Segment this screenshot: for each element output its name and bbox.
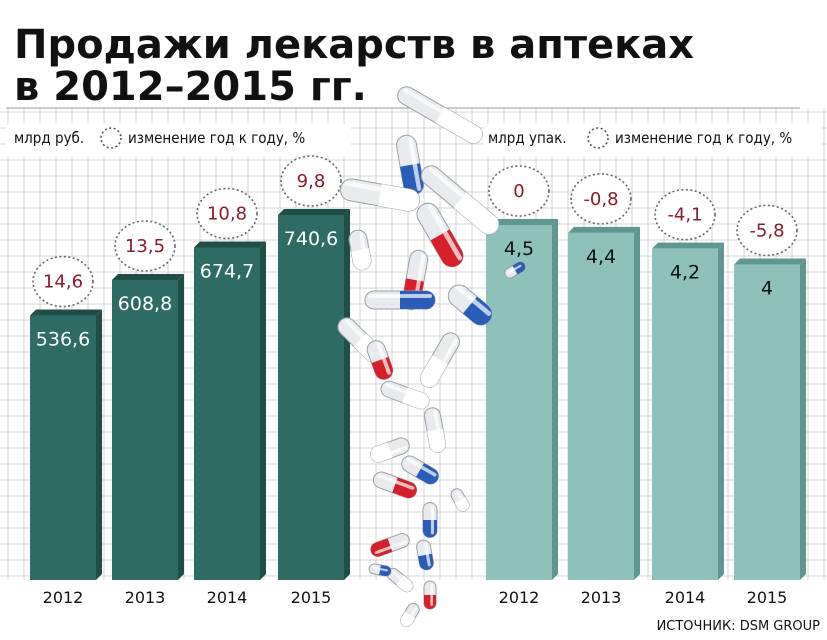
bar-top	[30, 309, 102, 316]
bar-value-label: 674,7	[200, 260, 254, 282]
bar-top	[568, 226, 640, 233]
change-circle	[280, 155, 342, 207]
pill-icon	[380, 380, 430, 410]
pill-icon	[372, 471, 418, 499]
pill-icon	[504, 261, 526, 279]
year-tick-label: 2013	[581, 588, 622, 607]
year-tick-label: 2012	[43, 588, 84, 607]
pill-icon	[420, 332, 460, 388]
bar-top	[734, 258, 806, 265]
bar-top	[112, 273, 184, 280]
change-label: -5,8	[749, 220, 784, 241]
bar-value-label: 4,4	[586, 246, 616, 268]
change-circle	[32, 255, 94, 308]
bar-value-label: 740,6	[284, 228, 338, 250]
year-tick-label: 2014	[207, 588, 248, 607]
bar-side	[552, 219, 558, 580]
pill-icon	[386, 567, 414, 593]
bar	[568, 232, 634, 580]
bar-value-label: 4,5	[504, 238, 534, 260]
pills-illustration	[337, 86, 526, 628]
change-circle	[196, 187, 258, 240]
change-label: 14,6	[43, 272, 83, 293]
left-unit-label: млрд руб.	[14, 129, 84, 147]
pill-icon	[348, 229, 372, 271]
pill-icon	[396, 134, 424, 196]
year-tick-label: 2013	[125, 588, 166, 607]
pill-icon	[339, 178, 421, 212]
left-change-label: изменение год к году, %	[128, 129, 305, 147]
right-series: 4,5 0 2012 4,4 -0,8 2013 4,2 -4,1 2014 4 -5,8 2015	[486, 165, 806, 607]
left-legend-circle-icon	[100, 127, 122, 149]
bar	[486, 225, 552, 580]
chart-title-line1: Продажи лекарств в аптеках	[14, 22, 694, 68]
change-label: -0,8	[583, 189, 618, 210]
bar-side	[178, 273, 184, 580]
bar-side	[260, 241, 266, 580]
year-tick-label: 2012	[499, 588, 540, 607]
source-label: ИСТОЧНИК: DSM GROUP	[657, 619, 821, 634]
bar	[30, 315, 96, 580]
bar	[112, 279, 178, 580]
bar-side	[718, 242, 724, 580]
bar-side	[800, 258, 806, 580]
change-label: -4,1	[667, 205, 702, 226]
bar-top	[278, 209, 350, 215]
change-label: 10,8	[207, 203, 247, 224]
change-circle	[488, 165, 550, 217]
bar-top	[486, 219, 558, 225]
bar	[278, 215, 344, 580]
pill-icon	[416, 539, 434, 571]
right-change-label: изменение год к году, %	[615, 129, 792, 147]
change-circle	[570, 173, 632, 225]
bar-side	[344, 209, 350, 580]
pill-icon	[420, 165, 500, 235]
bar-value-label: 608,8	[118, 293, 172, 315]
bar-top	[194, 241, 266, 248]
bar	[194, 247, 260, 580]
right-legend-circle-icon	[587, 127, 609, 149]
change-label: 9,8	[297, 171, 326, 192]
pill-icon	[423, 580, 437, 610]
pill-icon	[423, 407, 447, 453]
left-series: 536,6 14,6 2012 608,8 13,5 2013 674,7 10,8 2014 7…	[30, 155, 350, 607]
bar-side	[96, 309, 102, 580]
pill-icon	[422, 502, 438, 538]
year-tick-label: 2015	[291, 588, 332, 607]
pill-icon	[401, 455, 439, 485]
year-tick-label: 2014	[665, 588, 706, 607]
change-circle	[114, 220, 176, 272]
pill-icon	[416, 202, 464, 268]
bar-value-label: 4	[761, 277, 773, 299]
bar-value-label: 4,2	[670, 262, 700, 284]
change-label: 0	[513, 181, 524, 202]
pill-icon	[364, 290, 436, 310]
bar-side	[634, 226, 640, 580]
change-circle	[736, 204, 798, 257]
pill-icon	[368, 563, 392, 577]
change-circle	[654, 188, 716, 241]
pill-icon	[450, 488, 470, 512]
right-unit-label: млрд упак.	[488, 129, 567, 147]
pill-icon	[366, 340, 394, 380]
year-tick-label: 2015	[747, 588, 788, 607]
chart-title-line2: в 2012–2015 гг.	[14, 64, 367, 110]
pill-icon	[370, 533, 410, 557]
bar	[734, 264, 800, 580]
pill-icon	[370, 437, 410, 463]
bar-value-label: 536,6	[36, 329, 90, 351]
pill-icon	[400, 602, 420, 628]
bar-top	[652, 242, 724, 249]
pill-icon	[447, 284, 493, 326]
bar	[652, 248, 718, 580]
change-label: 13,5	[125, 236, 165, 257]
pill-icon	[397, 86, 483, 144]
